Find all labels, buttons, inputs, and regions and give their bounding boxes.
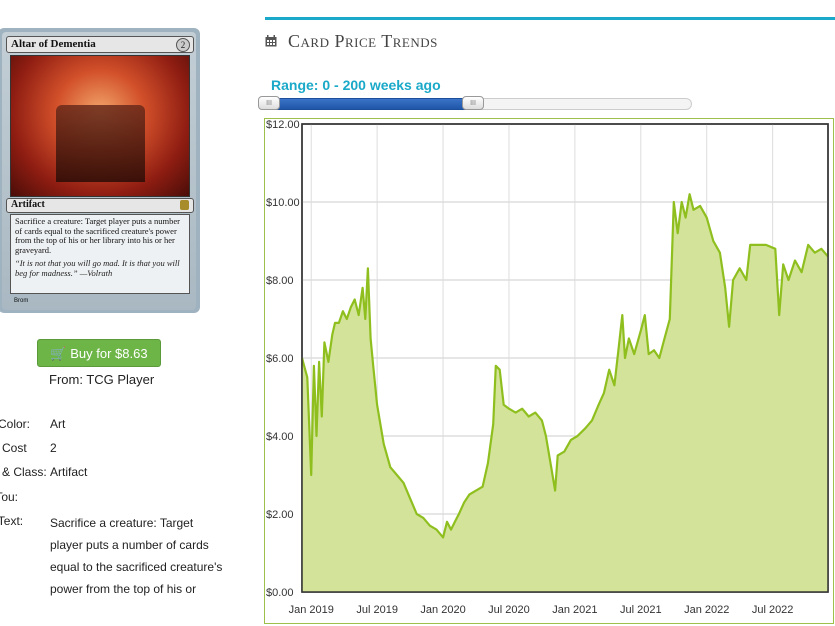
- y-tick-label: $10.00: [266, 197, 300, 209]
- x-tick-label: Jan 2021: [552, 604, 597, 616]
- y-tick-label: $8.00: [266, 275, 294, 287]
- panel-accent-line: [265, 17, 835, 20]
- detail-value-type: Artifact: [50, 465, 88, 479]
- range-slider-handle-end[interactable]: III: [462, 96, 484, 110]
- detail-value-text: Sacrifice a creature: Target player puts…: [50, 516, 223, 596]
- card-image: Altar of Dementia 2 Artifact Sacrifice a…: [0, 28, 200, 313]
- y-tick-label: $0.00: [266, 587, 294, 599]
- buy-label: Buy for $8.63: [70, 346, 148, 361]
- y-tick-label: $4.00: [266, 431, 294, 443]
- card-artist: Brom: [14, 298, 29, 304]
- card-flavor-text: “It is not that you will go mad. It is t…: [15, 258, 180, 278]
- altar-illustration: [55, 105, 145, 182]
- card-frame: Altar of Dementia 2 Artifact Sacrifice a…: [2, 32, 196, 310]
- buy-button[interactable]: 🛒 Buy for $8.63: [37, 339, 161, 367]
- mana-cost-icon: 2: [176, 38, 190, 52]
- price-source: From: TCG Player: [49, 372, 155, 387]
- card-name: Altar of Dementia: [11, 38, 96, 50]
- y-tick-label: $2.00: [266, 509, 294, 521]
- price-chart: $0.00 $2.00 $4.00 $6.00 $8.00 $10.00 $12.00 Jan…: [264, 118, 834, 624]
- x-tick-label: Jan 2020: [420, 604, 465, 616]
- x-tick-label: Jul 2019: [356, 604, 398, 616]
- range-label: Range: 0 - 200 weeks ago: [271, 77, 441, 93]
- x-tick-label: Jul 2021: [620, 604, 662, 616]
- card-type: Artifact: [11, 199, 45, 210]
- detail-label-cost: a Cost: [0, 441, 27, 455]
- x-tick-label: Jul 2022: [752, 604, 794, 616]
- cart-icon: 🛒: [50, 346, 67, 361]
- x-tick-label: Jan 2019: [289, 604, 334, 616]
- y-tick-label: $6.00: [266, 353, 294, 365]
- card-text-box: Sacrifice a creature: Target player puts…: [10, 214, 190, 294]
- x-tick-label: Jan 2022: [684, 604, 729, 616]
- plot-frame: [301, 123, 829, 593]
- detail-label-text: l Text:: [0, 514, 24, 528]
- x-tick-label: Jul 2020: [488, 604, 530, 616]
- detail-value-cost: 2: [50, 441, 57, 455]
- detail-label-type: e & Class:: [0, 465, 47, 479]
- detail-label-color: l Color:: [0, 417, 31, 431]
- panel-title: Card Price Trends: [288, 31, 438, 51]
- calendar-icon: [265, 35, 277, 47]
- detail-value-color: Art: [50, 417, 66, 431]
- price-line: [300, 193, 829, 539]
- card-title-bar: Altar of Dementia 2: [6, 36, 194, 53]
- card-rules-text: Sacrifice a creature: Target player puts…: [15, 216, 180, 255]
- set-symbol-icon: [180, 200, 189, 210]
- card-art: [10, 55, 190, 197]
- card-type-bar: Artifact: [6, 198, 194, 213]
- y-tick-label: $12.00: [266, 119, 300, 131]
- detail-label-pt: /Tou:: [0, 490, 19, 504]
- range-slider-fill: [266, 98, 475, 110]
- price-area: [302, 194, 828, 592]
- range-slider-handle-start[interactable]: III: [258, 96, 280, 110]
